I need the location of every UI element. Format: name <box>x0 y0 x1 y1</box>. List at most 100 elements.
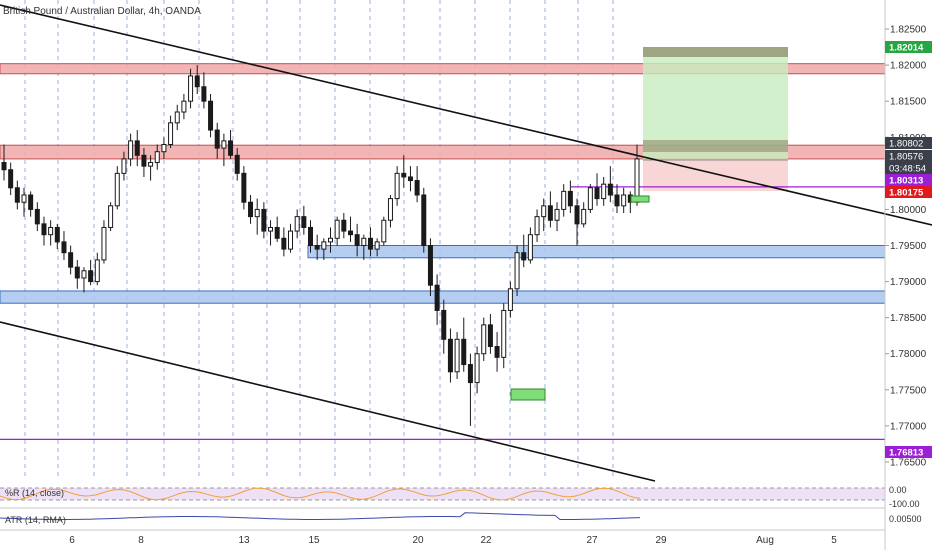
candle-57 <box>381 216 387 246</box>
candle-74 <box>494 332 500 372</box>
y-tick-label-11: 1.77000 <box>890 421 927 432</box>
candle-41 <box>274 216 280 242</box>
x-tick-label-1: 8 <box>138 535 144 546</box>
y-tick-label-5: 1.80000 <box>890 205 927 216</box>
price-label-5: 1.80175 <box>885 186 932 199</box>
x-tick-label-5: 22 <box>480 535 492 546</box>
candle-13 <box>88 259 94 286</box>
x-tick-label-2: 13 <box>238 535 250 546</box>
candle-9 <box>61 231 67 260</box>
candle-12 <box>81 267 87 293</box>
time-axis[interactable]: 6 8 13 15 20 22 27 29 Aug 5 <box>69 535 837 546</box>
candle-93 <box>621 187 627 214</box>
candle-2 <box>14 180 20 210</box>
candle-27 <box>181 93 187 120</box>
candle-0 <box>1 144 7 181</box>
williams-r-tick-bottom: -100.00 <box>889 499 920 509</box>
y-tick-label-7: 1.79000 <box>890 277 927 288</box>
candle-79 <box>527 227 533 264</box>
candle-66 <box>441 299 447 354</box>
candle-4 <box>28 191 34 217</box>
candle-88 <box>587 184 593 214</box>
candle-83 <box>554 202 560 232</box>
candle-17 <box>114 166 120 210</box>
candle-26 <box>174 104 180 131</box>
candle-76 <box>507 281 513 318</box>
candle-11 <box>74 259 80 289</box>
candle-39 <box>261 202 267 239</box>
candle-15 <box>101 220 107 264</box>
candle-68 <box>454 332 460 379</box>
candle-46 <box>308 220 314 253</box>
candle-38 <box>254 198 260 235</box>
candle-5 <box>34 202 40 232</box>
williams-r-label: %R (14, close) <box>5 488 64 498</box>
y-tick-label-1: 1.82000 <box>890 61 927 72</box>
entry-overlap <box>643 140 788 152</box>
chart-title: British Pound / Australian Dollar, 4h, O… <box>3 6 201 17</box>
candle-85 <box>567 180 573 214</box>
x-tick-label-7: 29 <box>655 535 667 546</box>
candle-22 <box>148 155 154 181</box>
candle-25 <box>168 115 174 149</box>
candle-61 <box>407 166 413 192</box>
candle-87 <box>581 202 587 228</box>
y-tick-label-2: 1.81500 <box>890 97 927 108</box>
x-tick-label-9: 5 <box>831 535 837 546</box>
candle-6 <box>41 216 47 246</box>
candle-56 <box>374 238 380 257</box>
candle-8 <box>54 223 60 250</box>
target-overlap <box>643 47 788 57</box>
candle-1 <box>8 162 14 195</box>
candle-47 <box>314 234 320 260</box>
low-marker-box[interactable] <box>510 388 546 401</box>
support-zone-lower[interactable] <box>0 290 886 304</box>
x-tick-label-4: 20 <box>412 535 424 546</box>
candle-82 <box>547 191 553 228</box>
svg-text:1.76813: 1.76813 <box>889 448 923 459</box>
marker-boxes[interactable] <box>510 195 650 401</box>
candle-40 <box>268 220 274 246</box>
price-label-3: 03:48:54 <box>885 162 932 175</box>
candle-34 <box>228 130 234 159</box>
candle-86 <box>574 198 580 246</box>
candle-10 <box>68 245 74 275</box>
candle-60 <box>401 155 407 188</box>
candle-90 <box>601 176 607 206</box>
horizontal-levels <box>0 186 885 441</box>
price-labels: 1.820141.808021.8057603:48:541.803131.80… <box>885 41 932 459</box>
y-tick-label-6: 1.79500 <box>890 241 927 252</box>
candle-81 <box>541 198 547 232</box>
atr-label: ATR (14, RMA) <box>5 515 66 525</box>
candle-63 <box>421 187 427 253</box>
price-label-6: 1.76813 <box>885 446 932 459</box>
candle-54 <box>361 234 367 260</box>
svg-text:1.80802: 1.80802 <box>889 139 923 150</box>
candle-44 <box>294 209 300 239</box>
atr-line <box>0 512 641 520</box>
entry-marker-box[interactable] <box>630 195 650 203</box>
atr-tick: 0.00500 <box>889 514 922 524</box>
candle-80 <box>534 209 540 242</box>
candle-16 <box>108 202 114 232</box>
candle-18 <box>121 151 127 181</box>
price-label-2: 1.80576 <box>885 150 932 163</box>
y-tick-label-0: 1.82500 <box>890 25 927 36</box>
candle-92 <box>614 184 620 214</box>
descending-trendline-upper[interactable] <box>0 4 932 226</box>
trend-lines[interactable] <box>0 4 932 482</box>
candles-layer <box>1 65 640 426</box>
x-tick-label-6: 27 <box>586 535 598 546</box>
candle-49 <box>327 227 333 253</box>
y-tick-label-9: 1.78000 <box>890 349 927 360</box>
support-zone-upper[interactable] <box>307 245 886 259</box>
candle-21 <box>141 148 147 177</box>
svg-text:1.80313: 1.80313 <box>889 176 923 187</box>
long-position-tool[interactable] <box>643 47 788 191</box>
candle-51 <box>341 213 347 239</box>
candle-84 <box>561 184 567 217</box>
y-tick-label-12: 1.76500 <box>890 457 927 468</box>
price-label-0: 1.82014 <box>885 41 932 54</box>
descending-trendline-lower[interactable] <box>0 321 656 482</box>
